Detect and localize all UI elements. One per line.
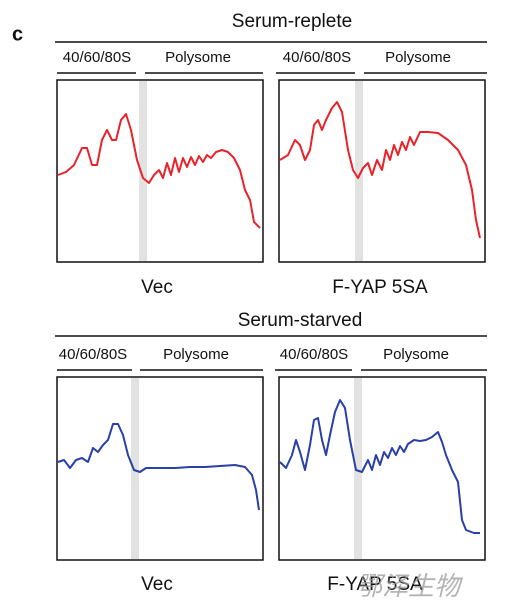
region-label: 40/60/80S bbox=[59, 346, 127, 363]
plot-caption: Vec bbox=[141, 574, 173, 595]
panel-label: c bbox=[12, 23, 23, 45]
region-label: Polysome bbox=[165, 49, 231, 66]
plot-frame bbox=[278, 376, 486, 561]
plot-frame bbox=[56, 79, 264, 263]
gap-band bbox=[131, 378, 139, 559]
region-label: 40/60/80S bbox=[280, 346, 348, 363]
gap-band bbox=[139, 81, 147, 261]
plot-frame bbox=[56, 376, 264, 561]
region-label: 40/60/80S bbox=[283, 49, 351, 66]
gap-band bbox=[355, 81, 363, 261]
gap-band bbox=[354, 378, 362, 559]
panel-title: Serum-starved bbox=[238, 310, 363, 331]
profile-trace bbox=[279, 399, 480, 534]
plot-caption: F-YAP 5SA bbox=[332, 277, 428, 298]
plot-frame bbox=[278, 79, 486, 263]
plot-caption: Vec bbox=[141, 277, 173, 298]
plot-caption: F-YAP 5SA bbox=[327, 574, 423, 595]
profile-trace bbox=[279, 101, 481, 239]
profile-trace bbox=[57, 113, 261, 229]
region-label: Polysome bbox=[385, 49, 451, 66]
profile-trace bbox=[57, 423, 260, 511]
region-label: Polysome bbox=[383, 346, 449, 363]
panel-title: Serum-replete bbox=[232, 11, 352, 32]
region-label: 40/60/80S bbox=[63, 49, 131, 66]
region-label: Polysome bbox=[163, 346, 229, 363]
watermark: 鄂泽生物 bbox=[356, 571, 464, 601]
